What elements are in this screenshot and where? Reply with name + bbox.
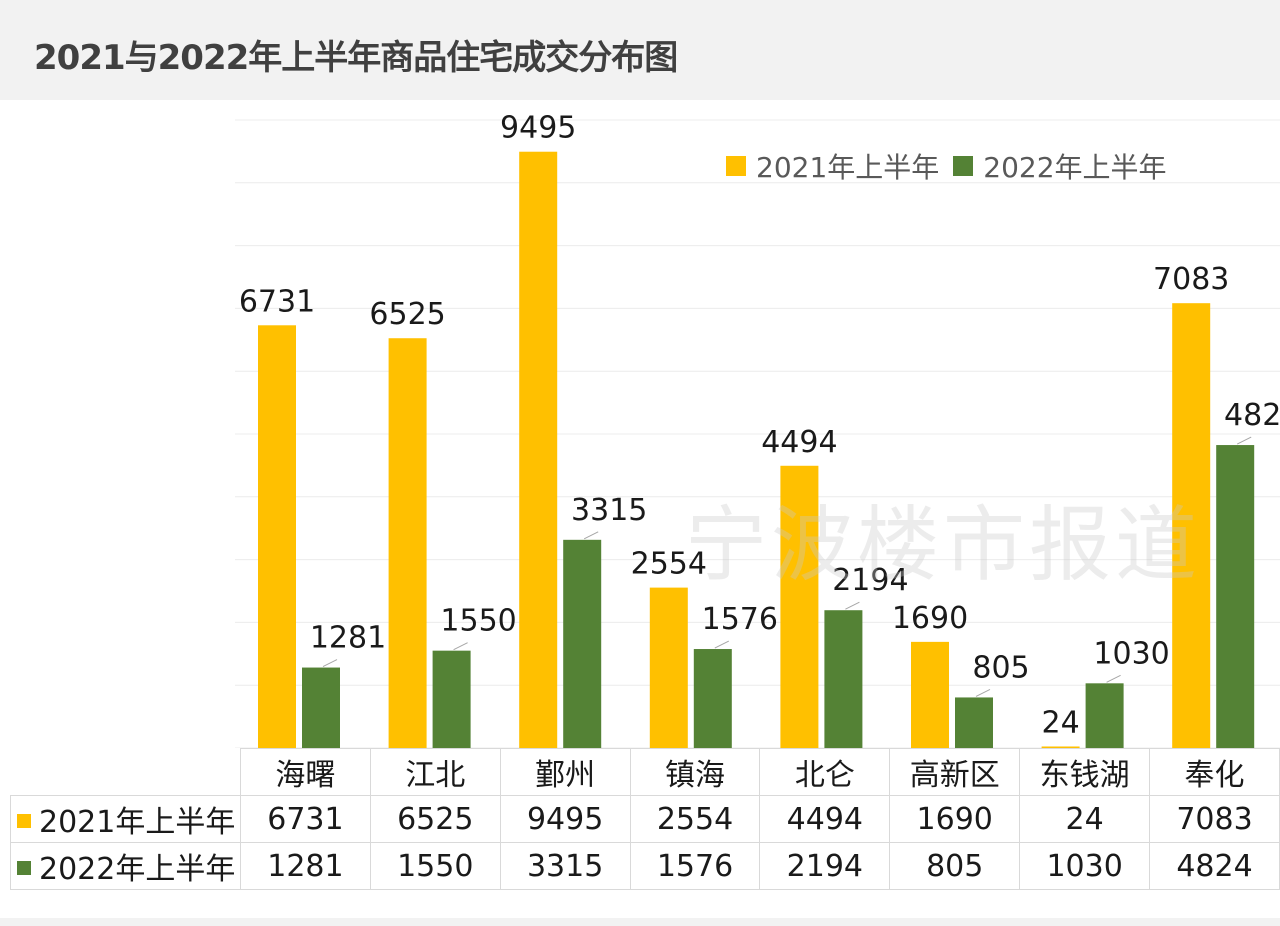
value-cell: 6525 bbox=[369, 795, 501, 843]
category-cell: 东钱湖 bbox=[1019, 748, 1151, 796]
value-cell: 9495 bbox=[499, 795, 631, 843]
bar-2021 bbox=[519, 151, 558, 749]
category-cell: 鄞州 bbox=[499, 748, 631, 796]
legend-swatch-2022 bbox=[953, 156, 974, 176]
bar-2022 bbox=[693, 649, 732, 748]
bar-2022 bbox=[955, 697, 993, 748]
data-label: 1690 bbox=[892, 601, 968, 636]
bar-2022 bbox=[432, 650, 471, 748]
data-label: 9495 bbox=[500, 111, 576, 146]
legend-swatch-2021 bbox=[726, 156, 746, 176]
bar-2021 bbox=[1041, 746, 1080, 748]
category-cell: 江北 bbox=[369, 748, 501, 796]
table-row-2022: 2022年上半年 1281 1550 3315 1576 2194 805 10… bbox=[10, 842, 1280, 890]
leader-line bbox=[714, 640, 730, 649]
table-corner-cell bbox=[10, 748, 241, 796]
value-cell: 1550 bbox=[369, 842, 501, 890]
row-label-2021: 2021年上半年 bbox=[39, 805, 236, 840]
bars bbox=[258, 151, 1255, 749]
label-leader-lines bbox=[322, 436, 1252, 697]
leader-line bbox=[322, 659, 338, 668]
watermark-text: 宁波楼市报道 bbox=[685, 498, 1202, 593]
row-swatch-2022 bbox=[17, 860, 31, 875]
data-table: 海曙 江北 鄞州 镇海 北仑 高新区 东钱湖 奉化 2021年上半年 6731 … bbox=[10, 748, 1280, 890]
data-label: 2194 bbox=[832, 563, 908, 598]
legend: 2021年上半年 2022年上半年 bbox=[726, 146, 1181, 186]
value-cell: 2194 bbox=[759, 842, 891, 890]
table-header-row: 海曙 江北 鄞州 镇海 北仑 高新区 东钱湖 奉化 bbox=[10, 748, 1280, 796]
legend-label-2021: 2021年上半年 bbox=[756, 151, 940, 184]
value-cell: 24 bbox=[1019, 795, 1151, 843]
value-cell: 2554 bbox=[629, 795, 761, 843]
data-label: 1030 bbox=[1093, 636, 1169, 671]
legend-item-2021: 2021年上半年 bbox=[726, 146, 939, 186]
bar-2021 bbox=[258, 325, 296, 748]
data-label: 4824 bbox=[1224, 398, 1280, 433]
data-label: 3315 bbox=[571, 493, 647, 528]
value-cell: 7083 bbox=[1149, 795, 1280, 843]
data-label: 4494 bbox=[761, 425, 837, 460]
category-cell: 镇海 bbox=[629, 748, 761, 796]
value-cell: 6731 bbox=[239, 795, 371, 843]
legend-label-2022: 2022年上半年 bbox=[983, 151, 1167, 184]
value-cell: 4824 bbox=[1149, 842, 1280, 890]
bar-2021 bbox=[780, 465, 819, 748]
bar-2022 bbox=[302, 667, 340, 748]
leader-line bbox=[453, 642, 468, 651]
value-cell: 4494 bbox=[759, 795, 891, 843]
data-label: 6525 bbox=[369, 297, 445, 332]
bar-2022 bbox=[1216, 445, 1255, 748]
bar-2022 bbox=[563, 539, 602, 748]
row-swatch-2021 bbox=[17, 813, 31, 828]
leader-line bbox=[583, 531, 599, 540]
chart-title: 2021与2022年上半年商品住宅成交分布图 bbox=[34, 38, 678, 78]
data-label: 805 bbox=[972, 650, 1029, 685]
data-label: 7083 bbox=[1153, 262, 1229, 297]
row-header-2022: 2022年上半年 bbox=[10, 842, 241, 890]
leader-line bbox=[975, 688, 991, 697]
data-labels: 6731 1281 6525 1550 9495 3315 2554 1576 4494 2194… bbox=[239, 111, 1280, 741]
data-label: 1281 bbox=[310, 621, 386, 656]
data-label: 24 bbox=[1042, 705, 1080, 740]
category-cell: 海曙 bbox=[239, 748, 371, 796]
leader-line bbox=[1236, 436, 1252, 445]
table-row-2021: 2021年上半年 6731 6525 9495 2554 4494 1690 2… bbox=[10, 795, 1280, 843]
value-cell: 1690 bbox=[889, 795, 1021, 843]
value-cell: 1281 bbox=[239, 842, 371, 890]
legend-item-2022: 2022年上半年 bbox=[953, 146, 1167, 186]
category-cell: 北仑 bbox=[759, 748, 891, 796]
value-cell: 1030 bbox=[1019, 842, 1151, 890]
category-cell: 奉化 bbox=[1149, 748, 1280, 796]
bar-2022 bbox=[824, 610, 863, 748]
data-label: 2554 bbox=[631, 547, 707, 582]
row-header-2021: 2021年上半年 bbox=[10, 795, 241, 843]
bar-2021 bbox=[911, 641, 949, 748]
bar-2022 bbox=[1085, 683, 1124, 748]
row-label-2022: 2022年上半年 bbox=[39, 852, 236, 887]
data-label: 1576 bbox=[702, 602, 778, 637]
value-cell: 805 bbox=[889, 842, 1021, 890]
bar-2021 bbox=[649, 587, 688, 748]
category-cell: 高新区 bbox=[889, 748, 1021, 796]
data-label: 6731 bbox=[239, 284, 315, 319]
data-label: 1550 bbox=[440, 604, 516, 639]
bar-2021 bbox=[1172, 303, 1211, 748]
value-cell: 3315 bbox=[499, 842, 631, 890]
leader-line bbox=[1106, 674, 1121, 683]
bar-2021 bbox=[388, 338, 427, 748]
leader-line bbox=[845, 601, 860, 610]
value-cell: 1576 bbox=[629, 842, 761, 890]
